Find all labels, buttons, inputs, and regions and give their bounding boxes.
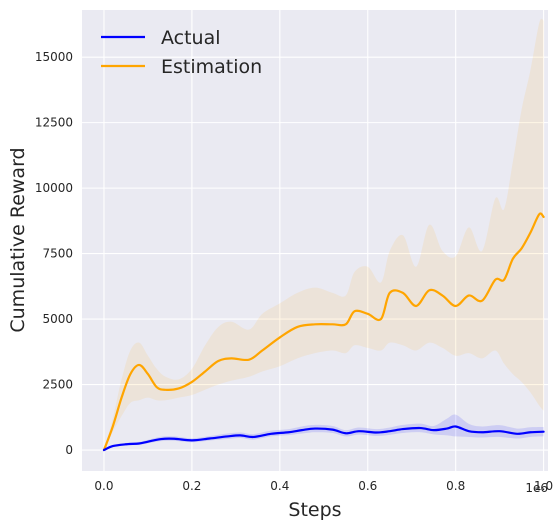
x-tick-label: 0.8 (446, 479, 465, 493)
y-tick-label: 10000 (35, 181, 73, 195)
y-tick-label: 0 (65, 443, 73, 457)
plot-background (82, 10, 548, 471)
y-tick-label: 5000 (42, 312, 73, 326)
x-tick-label: 0.0 (94, 479, 113, 493)
line-estimation (102, 212, 545, 452)
x-tick-label: 0.2 (182, 479, 201, 493)
legend-label-estimation: Estimation (161, 56, 262, 78)
line-actual (102, 425, 545, 452)
x-tick-label: 0.4 (270, 479, 289, 493)
y-tick-label: 12500 (35, 116, 73, 130)
series-lines (102, 212, 545, 452)
grid (82, 10, 548, 471)
y-tick-label: 7500 (42, 247, 73, 261)
confidence-bands (103, 18, 544, 451)
x-tick-label: 0.6 (358, 479, 377, 493)
y-tick-label: 15000 (35, 50, 73, 64)
band-estimation (103, 18, 544, 451)
x-tick-labels: 0.0 0.2 0.4 0.6 0.8 1.0 (94, 479, 553, 493)
band-actual (103, 414, 544, 451)
legend-label-actual: Actual (161, 27, 221, 49)
legend: Actual Estimation (101, 27, 262, 78)
x-axis-label: Steps (288, 499, 341, 521)
y-tick-labels: 0 2500 5000 7500 10000 12500 15000 (35, 50, 73, 457)
x-axis-offset-label: 1e6 (525, 481, 548, 495)
y-tick-label: 2500 (42, 378, 73, 392)
x-tick-label: 1.0 (534, 479, 553, 493)
y-axis-label: Cumulative Reward (7, 147, 29, 332)
